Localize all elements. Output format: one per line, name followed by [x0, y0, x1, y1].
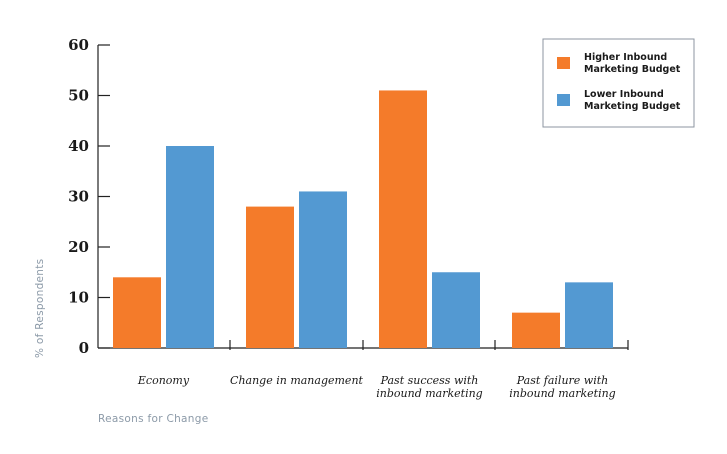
- legend-label: Higher Inbound: [584, 52, 667, 63]
- x-tick-label: inbound marketing: [376, 387, 482, 400]
- legend-swatch-lower: [557, 94, 570, 106]
- y-tick-label: 20: [68, 238, 89, 256]
- legend-label: Marketing Budget: [584, 101, 681, 112]
- x-tick-label: Economy: [137, 374, 190, 387]
- y-tick-label: 0: [79, 339, 89, 357]
- bar-higher-1: [246, 206, 294, 348]
- x-tick-label: Past success with: [380, 374, 479, 387]
- legend-box: [542, 38, 695, 128]
- y-tick-label: 40: [68, 137, 89, 155]
- y-axis-label: % of Respondents: [34, 259, 46, 358]
- x-axis-label: Reasons for Change: [98, 413, 208, 425]
- y-tick-label: 50: [68, 87, 89, 105]
- bar-higher-3: [512, 312, 560, 348]
- x-tick-label: Change in management: [230, 374, 363, 387]
- y-axis-ticks: 0 10 20 30 40 50 60: [68, 36, 110, 357]
- y-tick-label: 30: [68, 188, 89, 206]
- bars: [113, 90, 613, 348]
- y-tick-label: 60: [68, 36, 89, 54]
- x-tick-label: inbound marketing: [509, 387, 615, 400]
- bar-higher-2: [379, 90, 427, 348]
- legend-label: Lower Inbound: [584, 89, 664, 100]
- x-axis-ticks: Economy Change in management Past success …: [137, 340, 629, 400]
- x-tick-label: Past failure with: [516, 374, 608, 387]
- bar-lower-2: [432, 272, 480, 348]
- bar-lower-3: [565, 282, 613, 348]
- legend-swatch-higher: [557, 57, 570, 69]
- y-tick-label: 10: [68, 289, 89, 307]
- bar-lower-1: [299, 191, 347, 348]
- legend-label: Marketing Budget: [584, 64, 681, 75]
- bar-higher-0: [113, 277, 161, 348]
- bar-lower-0: [166, 146, 214, 348]
